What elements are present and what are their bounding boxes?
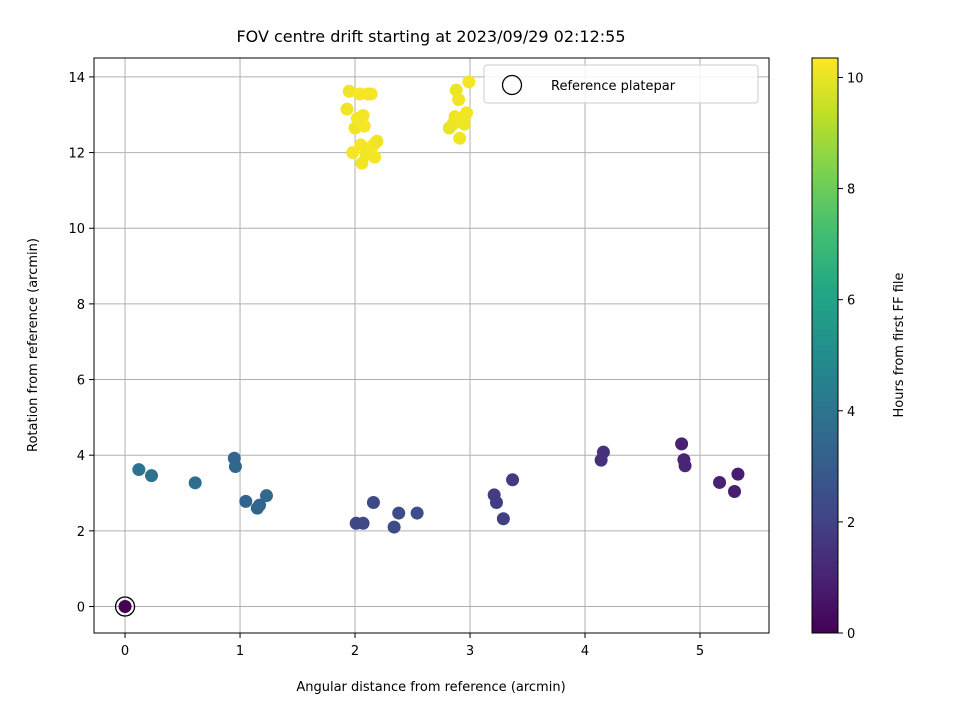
data-point [453,131,467,145]
x-tick-label: 2 [351,644,359,659]
data-point [462,75,476,89]
data-point [370,134,384,148]
data-point [392,506,406,520]
y-tick-label: 6 [77,374,85,389]
colorbar-tick-label: 0 [847,627,855,642]
colorbar-ticks: 0 2 4 6 8 10 [838,71,864,642]
reference-platepar-marker [114,596,136,617]
colorbar-label: Hours from first FF file [892,272,907,417]
y-axis-label: Rotation from reference (arcmin) [26,238,41,452]
data-point [678,459,692,473]
data-point [228,460,242,474]
colorbar-tick-label: 8 [847,183,855,198]
data-point [188,476,202,490]
data-point [259,489,273,503]
data-point [356,109,370,122]
data-point [366,495,380,509]
data-point [460,106,474,120]
data-point [239,494,253,508]
plot-frame [93,57,770,634]
data-point [118,600,132,614]
data-point [713,475,727,489]
colorbar-gradient [811,57,839,634]
data-point [728,485,742,499]
colorbar: 0 2 4 6 8 10 Hours from first FF file [811,57,907,642]
y-axis-ticks: 0 2 4 6 8 10 12 14 [68,71,94,616]
y-tick-label: 0 [77,601,85,616]
data-point [368,150,382,164]
data-point [253,498,267,512]
data-points [114,75,745,617]
x-tick-label: 0 [121,644,129,659]
legend-marker-icon [501,74,523,96]
data-point [489,495,503,509]
legend-box [483,64,759,104]
y-tick-label: 10 [68,222,85,237]
legend: Reference platepar [483,64,759,104]
x-tick-label: 5 [696,644,704,659]
data-point [506,473,520,487]
data-point [144,469,158,483]
data-point [410,506,424,520]
data-point [452,93,466,107]
y-tick-label: 8 [77,298,85,313]
chart-title: FOV centre drift starting at 2023/09/29 … [236,27,625,46]
colorbar-tick-label: 6 [847,294,855,309]
data-point [731,467,745,481]
y-tick-label: 4 [77,449,85,464]
x-tick-label: 4 [581,644,589,659]
data-point [340,102,354,116]
data-point [457,117,471,131]
x-tick-label: 3 [466,644,474,659]
y-tick-label: 2 [77,525,85,540]
data-point [496,512,510,526]
y-tick-label: 14 [68,71,85,86]
data-point [364,87,378,101]
x-axis-label: Angular distance from reference (arcmin) [296,680,565,695]
y-tick-label: 12 [68,147,85,162]
colorbar-tick-label: 10 [847,71,864,86]
x-tick-label: 1 [236,644,244,659]
data-point [357,119,371,133]
data-point [356,516,370,530]
data-point [675,437,689,451]
data-point [132,463,146,477]
colorbar-tick-label: 4 [847,405,855,420]
grid-lines [94,58,769,633]
x-axis-ticks: 0 1 2 3 4 5 [121,633,704,659]
colorbar-tick-label: 2 [847,516,855,531]
legend-entry-reference: Reference platepar [551,79,676,94]
data-point [596,445,610,459]
data-point [342,84,356,98]
data-point [387,520,401,534]
